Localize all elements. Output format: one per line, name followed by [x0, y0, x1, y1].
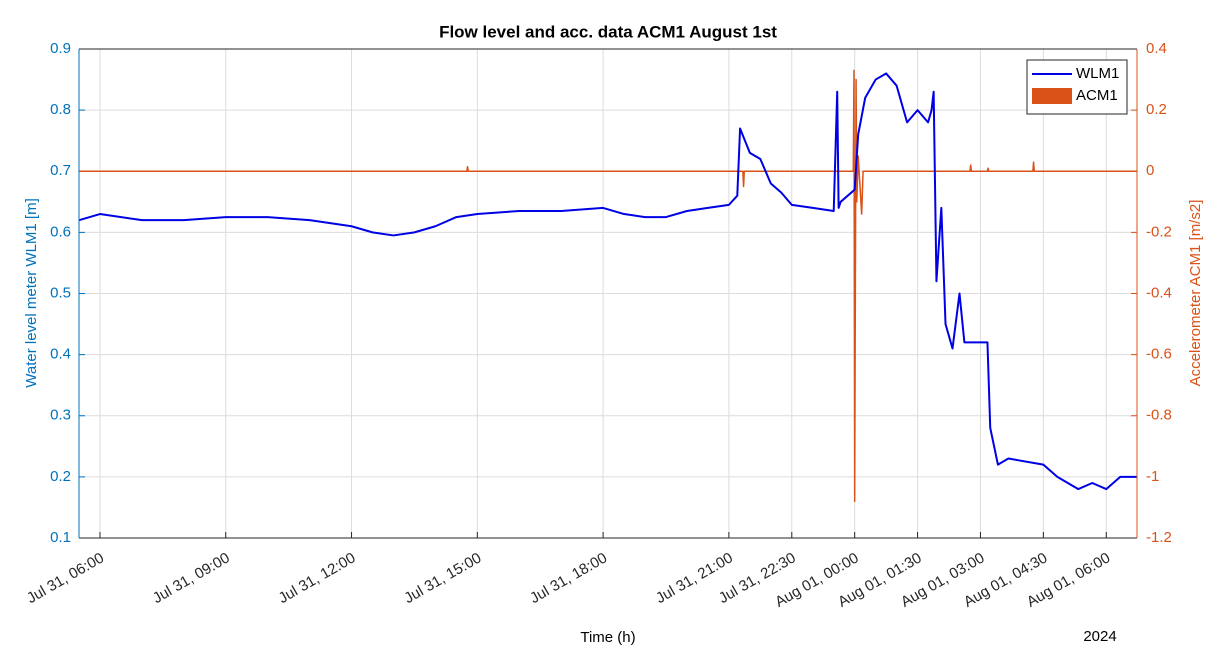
series-line: [78, 72, 1137, 491]
y-tick-label: 0.8: [50, 101, 71, 118]
x-tick-label: Jul 31, 06:00: [24, 549, 107, 607]
chart-title: Flow level and acc. data ACM1 August 1st: [439, 22, 777, 41]
y-tick-label: 0.4: [50, 346, 71, 363]
y-axis-label: Water level meter WLM1 [m]: [23, 198, 40, 387]
y-tick-label: 0.7: [50, 162, 71, 179]
legend-box: [1026, 59, 1128, 115]
y2-tick-label: -1: [1146, 468, 1159, 485]
x-tick-label: Jul 31, 12:00: [276, 549, 359, 607]
y2-tick-label: -0.4: [1146, 284, 1172, 301]
y2-tick-label: 0: [1146, 162, 1154, 179]
y2-tick-label: 0.2: [1146, 101, 1167, 118]
legend-label: WLM1: [1076, 65, 1119, 82]
x-year-label: 2024: [1083, 628, 1116, 645]
x-tick-label: Jul 31, 18:00: [527, 549, 610, 607]
y2-tick-label: 0.4: [1146, 40, 1167, 57]
y-tick-label: 0.5: [50, 284, 71, 301]
y-tick-label: 0.9: [50, 40, 71, 57]
legend-swatch: [1032, 88, 1072, 104]
x-axis-label: Time (h): [580, 629, 635, 646]
y2-tick-label: -0.2: [1146, 223, 1172, 240]
y-tick-label: 0.2: [50, 468, 71, 485]
y2-tick-label: -0.6: [1146, 346, 1172, 363]
y2-tick-label: -0.8: [1146, 407, 1172, 424]
x-tick-label: Jul 31, 09:00: [150, 549, 233, 607]
y2-axis-label: Accelerometer ACM1 [m/s2]: [1187, 200, 1204, 387]
y-tick-label: 0.6: [50, 223, 71, 240]
y-tick-label: 0.3: [50, 407, 71, 424]
y2-tick-label: -1.2: [1146, 529, 1172, 546]
series-line: [79, 69, 1137, 503]
x-tick-label: Jul 31, 15:00: [401, 549, 484, 607]
legend-label: ACM1: [1076, 87, 1118, 104]
y-tick-label: 0.1: [50, 529, 71, 546]
